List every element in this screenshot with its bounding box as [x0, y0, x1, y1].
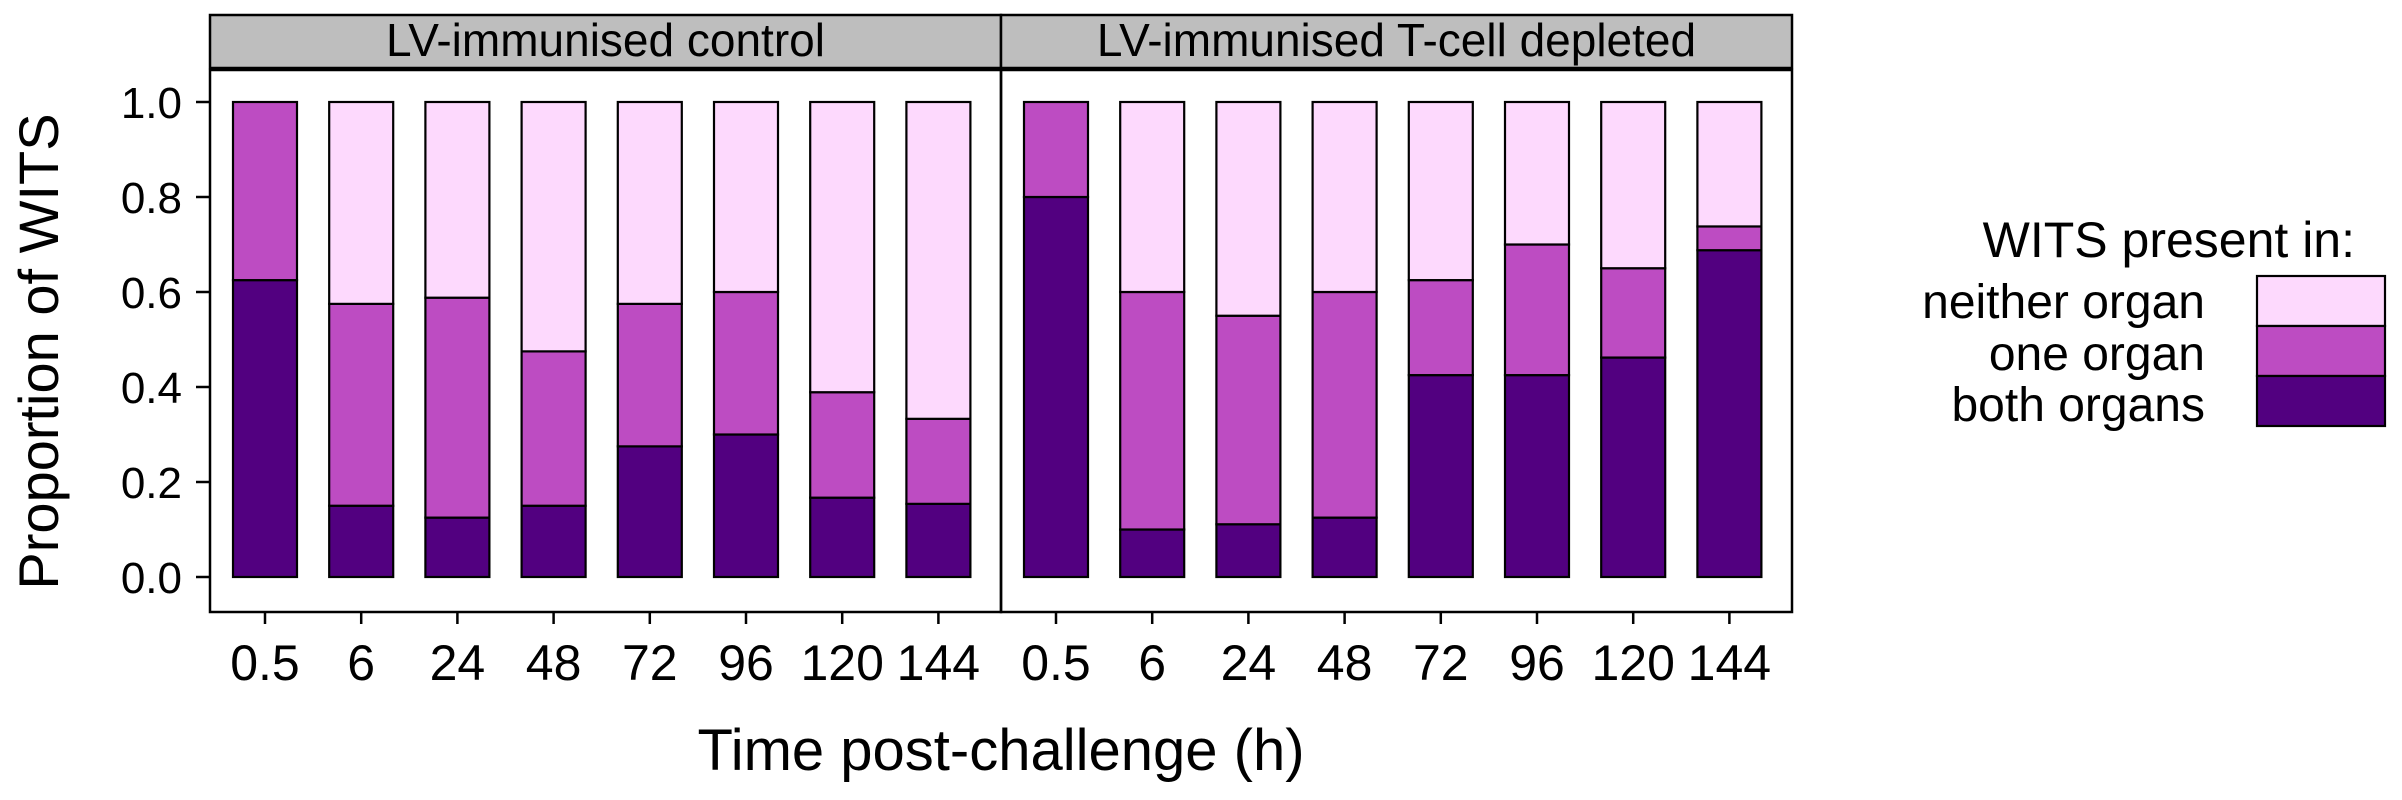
bar-segment-panel2-48-neither-organ: [1311, 100, 1378, 294]
bar-segment-panel1-6-neither-organ: [328, 100, 395, 305]
x-tick-label: 96: [1509, 635, 1565, 691]
bar-segment-panel2-48-both-organs: [1311, 516, 1378, 579]
bar-segment-panel2-72-neither-organ: [1407, 100, 1474, 282]
bar-segment-panel2-6-both-organs: [1119, 528, 1186, 579]
bar-segment-panel2-72-both-organs: [1407, 374, 1474, 579]
bar-segment-panel2-96-one-organ: [1503, 243, 1571, 377]
panel-title-1: LV-immunised control: [386, 14, 825, 66]
bar-segment-panel2-24-neither-organ: [1215, 100, 1282, 317]
bar-segment-panel2-6-neither-organ: [1119, 100, 1186, 294]
y-axis-title: Proportion of WITS: [7, 113, 70, 589]
x-tick-label: 120: [1591, 635, 1674, 691]
bar-segment-panel2-6-one-organ: [1119, 290, 1186, 531]
y-tick-label: 0.8: [121, 174, 182, 223]
x-tick-label: 96: [718, 635, 774, 691]
x-tick-label: 120: [800, 635, 883, 691]
x-tick-label: 72: [1413, 635, 1469, 691]
legend-swatch-neither-organ: [2255, 274, 2387, 328]
x-tick-label: 0.5: [1021, 635, 1091, 691]
x-tick-label: 0.5: [230, 635, 300, 691]
panel-strip-2: [999, 13, 1794, 70]
y-tick-label: 0.4: [121, 364, 182, 413]
legend-label-both-organs: both organs: [1951, 379, 2205, 432]
bar-segment-panel1-72-neither-organ: [616, 100, 683, 305]
bar-segment-panel1-24-one-organ: [424, 296, 491, 519]
y-tick-label: 1.0: [121, 79, 182, 128]
bar-segment-panel1-72-one-organ: [616, 302, 683, 448]
bar-segment-panel2-72-one-organ: [1407, 279, 1474, 377]
bar-segment-panel2-24-both-organs: [1215, 523, 1282, 579]
x-tick-label: 72: [622, 635, 678, 691]
y-tick-label: 0.6: [121, 269, 182, 318]
bar-segment-panel1-96-both-organs: [712, 433, 780, 579]
bar-segment-panel2-0_5-one-organ: [1022, 100, 1090, 199]
bar-segment-panel1-48-neither-organ: [520, 100, 587, 353]
y-tick-label: 0.0: [121, 554, 182, 603]
bar-segment-panel1-0_5-both-organs: [231, 279, 299, 579]
bar-segment-panel1-48-both-organs: [520, 504, 587, 579]
bar-segment-panel1-144-both-organs: [905, 502, 972, 579]
bar-segment-panel2-96-both-organs: [1503, 374, 1571, 579]
bar-segment-panel2-144-neither-organ: [1696, 100, 1763, 228]
x-axis-title: Time post-challenge (h): [697, 718, 1304, 783]
bar-segment-panel2-144-both-organs: [1696, 249, 1763, 579]
x-tick-label: 144: [897, 635, 980, 691]
bar-segment-panel1-6-both-organs: [328, 504, 395, 579]
x-tick-label: 6: [347, 635, 375, 691]
legend-swatch-one-organ: [2255, 324, 2387, 378]
bar-segment-panel2-120-neither-organ: [1600, 100, 1667, 270]
bar-segment-panel1-120-both-organs: [809, 496, 876, 579]
panel-strip-1: [208, 13, 1003, 70]
bar-segment-panel2-120-one-organ: [1600, 267, 1667, 359]
bar-segment-panel2-96-neither-organ: [1503, 100, 1571, 246]
bar-segment-panel1-6-one-organ: [328, 302, 395, 507]
bar-segment-panel1-72-both-organs: [616, 445, 683, 579]
bar-segment-panel1-24-neither-organ: [424, 100, 491, 299]
legend-label-neither-organ: neither organ: [1922, 276, 2205, 329]
x-tick-label: 24: [430, 635, 486, 691]
bar-segment-panel2-144-one-organ: [1696, 225, 1763, 252]
bar-segment-panel1-96-one-organ: [712, 290, 780, 436]
x-tick-label: 6: [1138, 635, 1166, 691]
bar-segment-panel1-120-neither-organ: [809, 100, 876, 394]
bar-segment-panel1-48-one-organ: [520, 350, 587, 507]
bar-segment-panel2-120-both-organs: [1600, 356, 1667, 579]
bar-segment-panel1-0_5-one-organ: [231, 100, 299, 282]
bar-segment-panel1-120-one-organ: [809, 391, 876, 499]
legend-title: WITS present in:: [1983, 212, 2355, 268]
bar-segment-panel2-24-one-organ: [1215, 314, 1282, 526]
x-tick-label: 48: [526, 635, 582, 691]
x-tick-label: 24: [1221, 635, 1277, 691]
panel-title-2: LV-immunised T-cell depleted: [1097, 14, 1696, 66]
bar-segment-panel2-0_5-both-organs: [1022, 195, 1090, 579]
bar-segment-panel1-144-one-organ: [905, 417, 972, 505]
bar-segment-panel2-48-one-organ: [1311, 290, 1378, 519]
bar-segment-panel1-144-neither-organ: [905, 100, 972, 420]
x-tick-label: 144: [1688, 635, 1771, 691]
x-tick-label: 48: [1317, 635, 1373, 691]
panel-frame-2: [999, 68, 1794, 614]
legend-swatch-both-organs: [2255, 374, 2387, 428]
bar-segment-panel1-96-neither-organ: [712, 100, 780, 294]
y-tick-label: 0.2: [121, 459, 182, 508]
legend-label-one-organ: one organ: [1989, 328, 2205, 381]
bar-segment-panel1-24-both-organs: [424, 516, 491, 579]
